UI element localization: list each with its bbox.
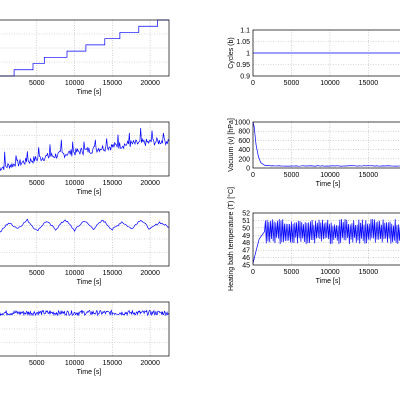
series-line	[252, 218, 400, 264]
x-tick-label: 5000	[284, 269, 300, 276]
y-tick-label: 0.9	[240, 74, 250, 81]
series-line	[0, 309, 170, 317]
x-tick-label: 15000	[103, 180, 123, 187]
x-tick-label: 5000	[29, 180, 45, 187]
x-tick-label: 10000	[65, 270, 85, 277]
y-tick-label: 46	[242, 255, 250, 262]
axes-frame	[252, 212, 400, 266]
x-tick-label: 20000	[140, 360, 160, 367]
chart-panel-left4: 5000 10000 15000 20000 Time [s]	[0, 301, 170, 376]
series-line	[0, 19, 169, 77]
x-tick-label: 10000	[320, 172, 340, 179]
x-tick-label: 10000	[320, 269, 340, 276]
x-tick-label: 15000	[103, 360, 123, 367]
x-tick-label: 0	[251, 172, 255, 179]
y-tick-label: 800	[238, 129, 250, 136]
series-line	[0, 128, 170, 172]
series-line	[0, 218, 170, 233]
x-tick-label: 10000	[65, 80, 85, 87]
x-tick-label: 10000	[65, 360, 85, 367]
y-tick-label: 1.05	[236, 39, 250, 46]
x-axis-label: Time [s]	[77, 369, 102, 376]
y-axis-label: Heating bath temperature (T) [°C]	[227, 187, 235, 291]
x-tick-label: 20000	[140, 80, 160, 87]
x-tick-label: 5000	[284, 80, 300, 87]
x-tick-label: 20000	[140, 270, 160, 277]
x-axis-label: Time [s]	[77, 89, 102, 96]
chart-panel-right2: 0 5000 10000 15000 0 200 400 600 800 1000 Time [s]…	[228, 118, 400, 188]
y-axis-label: Vacuum (v) [hPa]	[228, 118, 235, 172]
y-tick-label: 47	[242, 248, 250, 255]
axes-frame	[0, 211, 170, 267]
x-tick-label: 5000	[29, 270, 45, 277]
x-tick-label: 15000	[359, 172, 379, 179]
chart-panel-left1: 5000 10000 15000 20000 Time [s]	[0, 19, 170, 96]
y-tick-label: 1000	[234, 120, 250, 127]
y-tick-label: 48	[242, 240, 250, 247]
y-axis-label: Cycles (b)	[228, 37, 235, 69]
x-tick-label: 10000	[65, 180, 85, 187]
series-line	[252, 121, 400, 167]
axes-frame	[0, 301, 170, 357]
x-tick-label: 15000	[103, 80, 123, 87]
x-tick-label: 15000	[359, 80, 379, 87]
axes-frame	[0, 19, 170, 77]
x-tick-label: 15000	[359, 269, 379, 276]
x-tick-label: 0	[251, 80, 255, 87]
axes-frame	[252, 29, 400, 77]
x-axis-label: Time [s]	[77, 279, 102, 286]
x-tick-label: 20000	[140, 180, 160, 187]
y-tick-label: 49	[242, 233, 250, 240]
axes-frame	[252, 121, 400, 169]
x-tick-label: 5000	[29, 80, 45, 87]
x-axis-label: Time [s]	[77, 189, 102, 196]
x-tick-label: 0	[251, 269, 255, 276]
y-tick-label: 1.1	[240, 28, 250, 35]
y-tick-label: 600	[238, 138, 250, 145]
y-tick-label: 200	[238, 156, 250, 163]
y-tick-label: 51	[242, 218, 250, 225]
chart-panel-left3: 5000 10000 15000 20000 Time [s]	[0, 211, 170, 286]
y-tick-label: 400	[238, 147, 250, 154]
x-axis-label: Time [s]	[316, 181, 341, 188]
x-tick-label: 15000	[103, 270, 123, 277]
x-axis-label: Time [s]	[316, 278, 341, 285]
x-tick-label: 5000	[29, 360, 45, 367]
y-tick-label: 0	[246, 166, 250, 173]
y-tick-label: 50	[242, 225, 250, 232]
chart-panel-left2: 5000 10000 15000 20000 Time [s]	[0, 121, 170, 196]
axes-frame	[0, 121, 170, 177]
x-tick-label: 10000	[320, 80, 340, 87]
y-tick-label: 0.95	[236, 62, 250, 69]
y-tick-label: 45	[242, 263, 250, 270]
x-tick-label: 5000	[284, 172, 300, 179]
plot-area	[253, 122, 400, 168]
y-tick-label: 1	[246, 51, 250, 58]
y-tick-label: 52	[242, 211, 250, 218]
chart-panel-right1: 0 5000 10000 15000 0.9 0.95 1 1.05 1.1 Cycles (b)	[228, 28, 400, 87]
